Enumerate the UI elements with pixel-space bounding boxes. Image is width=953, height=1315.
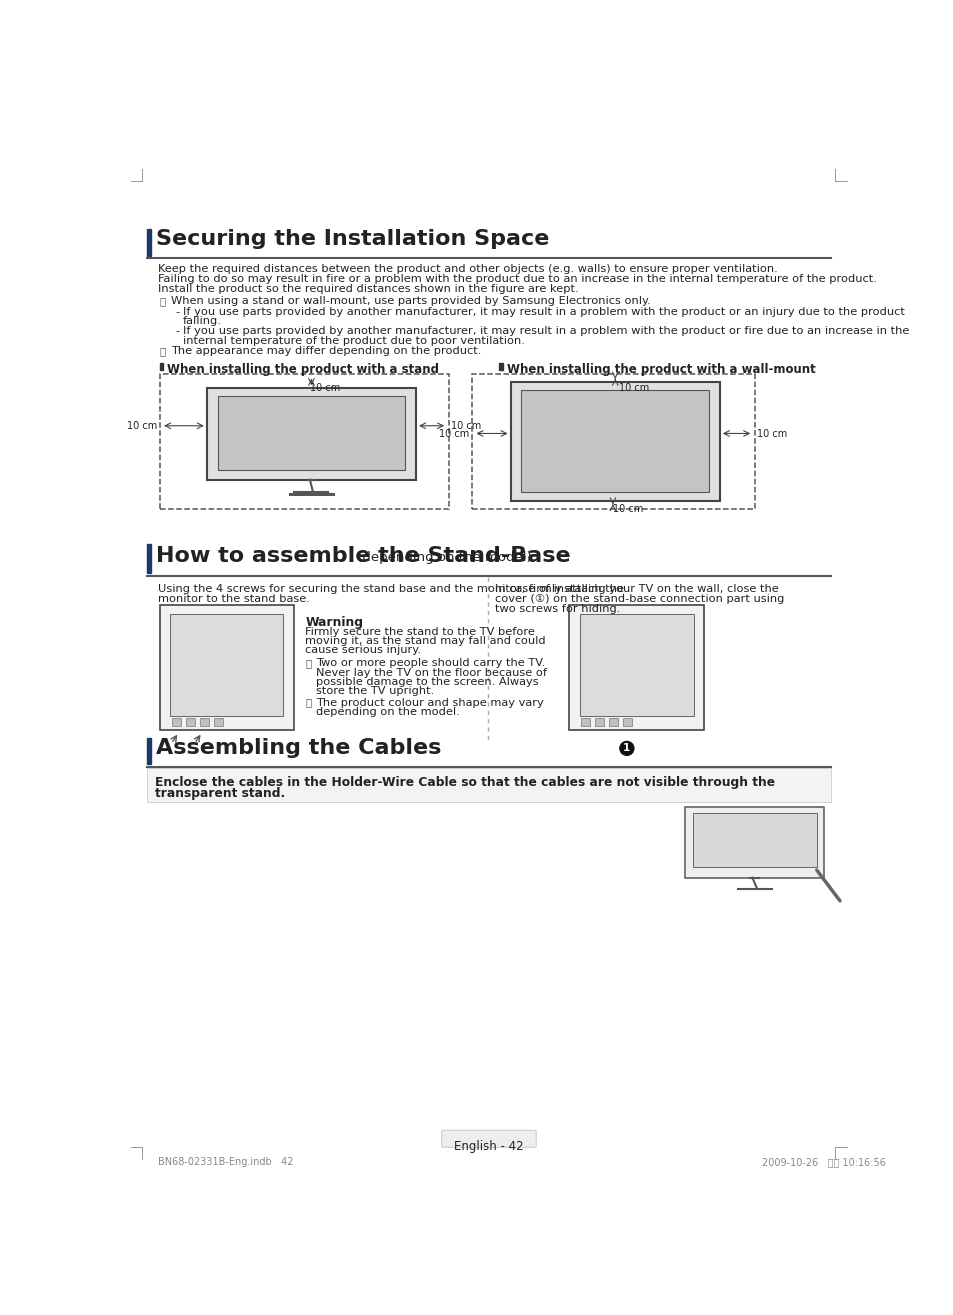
Text: Firmly secure the stand to the TV before: Firmly secure the stand to the TV before [305, 627, 535, 636]
Bar [498, 363, 502, 371]
Text: The appearance may differ depending on the product.: The appearance may differ depending on t… [171, 346, 481, 356]
Text: Keep the required distances between the product and other objects (e.g. walls) t: Keep the required distances between the … [158, 264, 777, 274]
Text: 2009-10-26   오전 10:16:56: 2009-10-26 오전 10:16:56 [761, 1157, 885, 1168]
Text: ⓣ: ⓣ [159, 296, 166, 306]
Bar [147, 229, 151, 256]
Bar [580, 718, 590, 726]
Text: Securing the Installation Space: Securing the Installation Space [155, 229, 549, 250]
Text: falling.: falling. [183, 317, 221, 326]
Text: depending on the model.: depending on the model. [315, 706, 459, 717]
Bar [595, 718, 604, 726]
Bar [159, 375, 448, 509]
Bar [217, 396, 405, 471]
Text: If you use parts provided by another manufacturer, it may result in a problem wi: If you use parts provided by another man… [183, 308, 903, 317]
Text: -: - [174, 308, 179, 317]
Text: 10 cm: 10 cm [613, 504, 643, 514]
Bar [568, 605, 703, 730]
Text: 10 cm: 10 cm [127, 421, 157, 431]
Text: 10 cm: 10 cm [451, 421, 480, 431]
Text: Assembling the Cables: Assembling the Cables [155, 739, 440, 759]
Text: English - 42: English - 42 [454, 1140, 523, 1152]
Text: cover (①) on the stand-base connection part using: cover (①) on the stand-base connection p… [495, 593, 783, 604]
Bar [622, 718, 632, 726]
Text: Using the 4 screws for securing the stand base and the monitor, firmly attach th: Using the 4 screws for securing the stan… [158, 584, 623, 593]
Text: 1: 1 [622, 743, 630, 753]
Text: (depending on the model): (depending on the model) [353, 551, 532, 564]
Text: Warning: Warning [305, 615, 363, 629]
Text: Enclose the cables in the Holder-Wire Cable so that the cables are not visible t: Enclose the cables in the Holder-Wire Ca… [154, 776, 774, 789]
Text: 10 cm: 10 cm [757, 429, 786, 439]
Text: Never lay the TV on the floor because of: Never lay the TV on the floor because of [315, 668, 546, 677]
Bar [608, 718, 618, 726]
Bar [521, 389, 708, 492]
Text: BN68-02331B-Eng.indb   42: BN68-02331B-Eng.indb 42 [158, 1157, 294, 1168]
Text: internal temperature of the product due to poor ventilation.: internal temperature of the product due … [183, 335, 524, 346]
FancyBboxPatch shape [441, 1131, 536, 1147]
Text: ⓣ: ⓣ [305, 659, 312, 668]
Text: 10 cm: 10 cm [310, 384, 340, 393]
Bar [186, 718, 195, 726]
Text: store the TV upright.: store the TV upright. [315, 686, 434, 696]
Text: Failing to do so may result in fire or a problem with the product due to an incr: Failing to do so may result in fire or a… [158, 274, 876, 284]
Text: cause serious injury.: cause serious injury. [305, 646, 421, 655]
Bar [199, 718, 209, 726]
Text: -: - [174, 326, 179, 337]
Bar [172, 718, 181, 726]
Bar [159, 363, 163, 371]
Bar [579, 614, 693, 717]
Text: When installing the product with a stand: When installing the product with a stand [167, 363, 438, 376]
Text: 10 cm: 10 cm [438, 429, 469, 439]
Text: possible damage to the screen. Always: possible damage to the screen. Always [315, 677, 538, 686]
Text: If you use parts provided by another manufacturer, it may result in a problem wi: If you use parts provided by another man… [183, 326, 908, 337]
Text: How to assemble the Stand-Base: How to assemble the Stand-Base [155, 546, 570, 565]
Text: When installing the product with a wall-mount: When installing the product with a wall-… [506, 363, 815, 376]
Text: transparent stand.: transparent stand. [154, 786, 285, 800]
Text: When using a stand or wall-mount, use parts provided by Samsung Electronics only: When using a stand or wall-mount, use pa… [171, 296, 650, 306]
Bar [147, 738, 151, 764]
Text: moving it, as the stand may fall and could: moving it, as the stand may fall and cou… [305, 636, 545, 646]
Bar [472, 375, 754, 509]
Bar [147, 543, 151, 573]
Text: ⓣ: ⓣ [159, 346, 166, 356]
Text: two screws for hiding.: two screws for hiding. [495, 604, 619, 614]
Circle shape [619, 742, 633, 755]
Bar [207, 388, 416, 480]
Text: monitor to the stand base.: monitor to the stand base. [158, 593, 310, 604]
Text: Install the product so the required distances shown in the figure are kept.: Install the product so the required dist… [158, 284, 578, 295]
Bar [684, 807, 823, 877]
Bar [213, 718, 223, 726]
Bar [692, 813, 816, 867]
Text: Two or more people should carry the TV.: Two or more people should carry the TV. [315, 659, 545, 668]
Bar [147, 768, 830, 802]
Text: ⓣ: ⓣ [305, 697, 312, 707]
Bar [159, 605, 294, 730]
Bar [510, 381, 720, 501]
Text: The product colour and shape may vary: The product colour and shape may vary [315, 697, 543, 707]
Text: In case of installing your TV on the wall, close the: In case of installing your TV on the wal… [495, 584, 778, 593]
Bar [171, 614, 282, 717]
Text: 10 cm: 10 cm [618, 384, 649, 393]
